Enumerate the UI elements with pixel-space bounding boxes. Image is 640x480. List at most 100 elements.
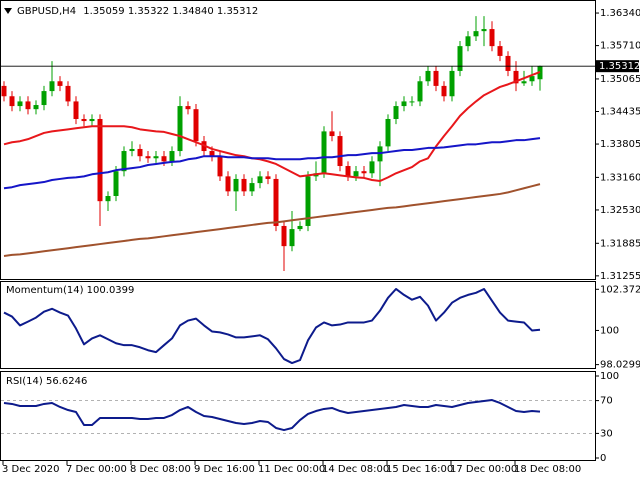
- candle-body: [337, 136, 343, 167]
- candle-body: [361, 171, 367, 174]
- candle-body: [233, 178, 239, 192]
- candle-body: [241, 178, 247, 192]
- candle-body: [249, 183, 255, 192]
- candle-body: [193, 109, 199, 142]
- y-tick-label: 98.0299: [600, 360, 640, 371]
- candle-body: [449, 70, 455, 97]
- x-tick-label: 8 Dec 08:00: [130, 464, 191, 475]
- moving-average: [3, 137, 541, 190]
- candle-body: [161, 156, 167, 162]
- y-tick-label: 1.31255: [600, 271, 640, 282]
- candle-body: [529, 76, 535, 82]
- chart-header: GBPUSD,H4 1.35059 1.35322 1.34840 1.3531…: [17, 6, 258, 17]
- y-tick-label: 100: [600, 325, 619, 336]
- menu-icon: [4, 8, 12, 14]
- y-tick-label: 100: [600, 371, 619, 382]
- candle-body: [81, 118, 87, 122]
- candle-body: [97, 118, 103, 202]
- indicator-line: [3, 287, 541, 365]
- quote-low: 1.34840: [172, 6, 213, 17]
- y-tick-label: 1.32530: [600, 205, 640, 216]
- candle-body: [113, 171, 119, 196]
- x-tick-label: 11 Dec 00:00: [258, 464, 325, 475]
- y-tick-label: 1.31885: [600, 238, 640, 249]
- candle-body: [257, 176, 263, 184]
- candle-body: [401, 101, 407, 107]
- momentum-label: Momentum(14) 100.0399: [6, 285, 134, 296]
- candle-body: [217, 156, 223, 177]
- candle-body: [1, 85, 7, 97]
- candle-body: [41, 91, 47, 106]
- candle-body: [185, 106, 191, 110]
- candle-body: [481, 29, 487, 32]
- candle-body: [425, 70, 431, 82]
- candle-body: [457, 46, 463, 71]
- candle-body: [137, 148, 143, 157]
- quote-high: 1.35322: [128, 6, 169, 17]
- candle-body: [105, 195, 111, 202]
- candle-body: [409, 101, 415, 103]
- quote-open: 1.35059: [83, 6, 124, 17]
- candle-body: [497, 46, 503, 56]
- candle-body: [209, 151, 215, 157]
- moving-average: [3, 71, 541, 183]
- candle-body: [433, 70, 439, 86]
- candle-body: [25, 101, 31, 110]
- x-tick-label: 7 Dec 00:00: [66, 464, 127, 475]
- y-tick-label: 70: [600, 396, 613, 407]
- candle-body: [473, 31, 479, 37]
- x-tick-label: 15 Dec 16:00: [386, 464, 453, 475]
- quote-close: 1.35312: [217, 6, 258, 17]
- candle-body: [441, 85, 447, 97]
- candle-body: [153, 156, 159, 159]
- y-tick-label: 1.35065: [600, 74, 640, 85]
- candle-body: [521, 81, 527, 84]
- y-tick-label: 30: [600, 428, 613, 439]
- candle-body: [385, 118, 391, 147]
- x-tick-label: 17 Dec 00:00: [450, 464, 517, 475]
- candle-body: [57, 81, 63, 86]
- indicator-line: [3, 399, 541, 432]
- x-tick-label: 3 Dec 2020: [2, 464, 60, 475]
- candle-body: [129, 148, 135, 152]
- momentum-panel: [0, 281, 596, 369]
- rsi-label: RSI(14) 56.6246: [6, 376, 87, 387]
- current-price-box: [596, 60, 639, 73]
- y-tick-label: 1.34435: [600, 106, 640, 117]
- candle-body: [225, 176, 231, 192]
- candle-body: [489, 29, 495, 47]
- y-tick-label: 1.33160: [600, 172, 640, 183]
- candle-body: [177, 106, 183, 152]
- current-price-label: 1.35312: [599, 61, 640, 72]
- symbol: GBPUSD,H4: [17, 6, 76, 17]
- candle-body: [121, 151, 127, 172]
- candle-body: [89, 118, 95, 122]
- price-panel: [0, 0, 596, 280]
- x-tick-label: 18 Dec 08:00: [514, 464, 581, 475]
- candle-body: [417, 81, 423, 102]
- candle-body: [321, 131, 327, 174]
- candle-body: [353, 171, 359, 177]
- candle-body: [305, 176, 311, 226]
- candle-body: [145, 156, 151, 159]
- candle-body: [9, 96, 15, 107]
- candle-body: [169, 151, 175, 162]
- candle-body: [33, 105, 39, 110]
- candle-body: [465, 36, 471, 47]
- candle-body: [345, 166, 351, 177]
- candle-body: [393, 106, 399, 119]
- candle-body: [281, 225, 287, 247]
- candle-body: [505, 55, 511, 71]
- candle-body: [73, 101, 79, 119]
- candle-body: [273, 178, 279, 226]
- candle-body: [289, 229, 295, 247]
- candle-body: [265, 176, 271, 179]
- rsi-panel: [0, 371, 596, 461]
- candle-body: [297, 225, 303, 230]
- moving-average: [3, 183, 541, 257]
- x-tick-label: 14 Dec 08:00: [322, 464, 389, 475]
- x-tick-label: 9 Dec 16:00: [194, 464, 255, 475]
- candle-body: [329, 131, 335, 137]
